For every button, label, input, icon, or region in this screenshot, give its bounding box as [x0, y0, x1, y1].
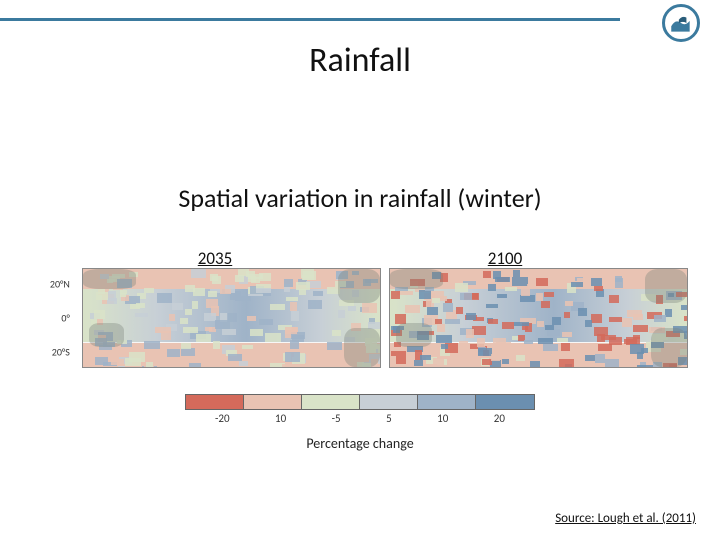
legend-cell — [186, 395, 244, 409]
page-title: Rainfall — [0, 40, 720, 81]
header-divider — [0, 18, 620, 21]
panel-labels: 2035 2100 — [0, 248, 720, 269]
map-2035 — [82, 268, 381, 368]
legend-title: Percentage change — [306, 435, 413, 452]
legend-tick: 5 — [386, 412, 392, 425]
subtitle: Spatial variation in rainfall (winter) — [0, 182, 720, 214]
map-row: 20°N 0° 20°S — [32, 268, 688, 368]
y-axis-labels: 20°N 0° 20°S — [32, 268, 74, 368]
legend: -20 10 -5 5 10 20 Percentage change — [0, 394, 720, 452]
org-logo — [662, 4, 700, 42]
wave-icon — [668, 10, 694, 36]
legend-tick: -5 — [332, 412, 341, 425]
panel-label-2035: 2035 — [0, 248, 360, 269]
legend-cell — [418, 395, 476, 409]
legend-cell — [360, 395, 418, 409]
ytick: 0° — [61, 312, 69, 325]
legend-cell — [476, 395, 534, 409]
ytick: 20°S — [52, 346, 70, 359]
legend-tick: -20 — [215, 412, 230, 425]
legend-cell — [244, 395, 302, 409]
source-citation: Source: Lough et al. (2011) — [555, 511, 696, 526]
panel-label-2100: 2100 — [360, 248, 720, 269]
legend-ticks: -20 10 -5 5 10 20 — [186, 410, 534, 425]
legend-tick: 10 — [275, 412, 286, 425]
ytick: 20°N — [50, 278, 70, 291]
map-2100 — [389, 268, 688, 368]
legend-tick: 10 — [437, 412, 448, 425]
legend-tick: 20 — [494, 412, 505, 425]
legend-colorbar — [185, 394, 535, 410]
legend-cell — [302, 395, 360, 409]
